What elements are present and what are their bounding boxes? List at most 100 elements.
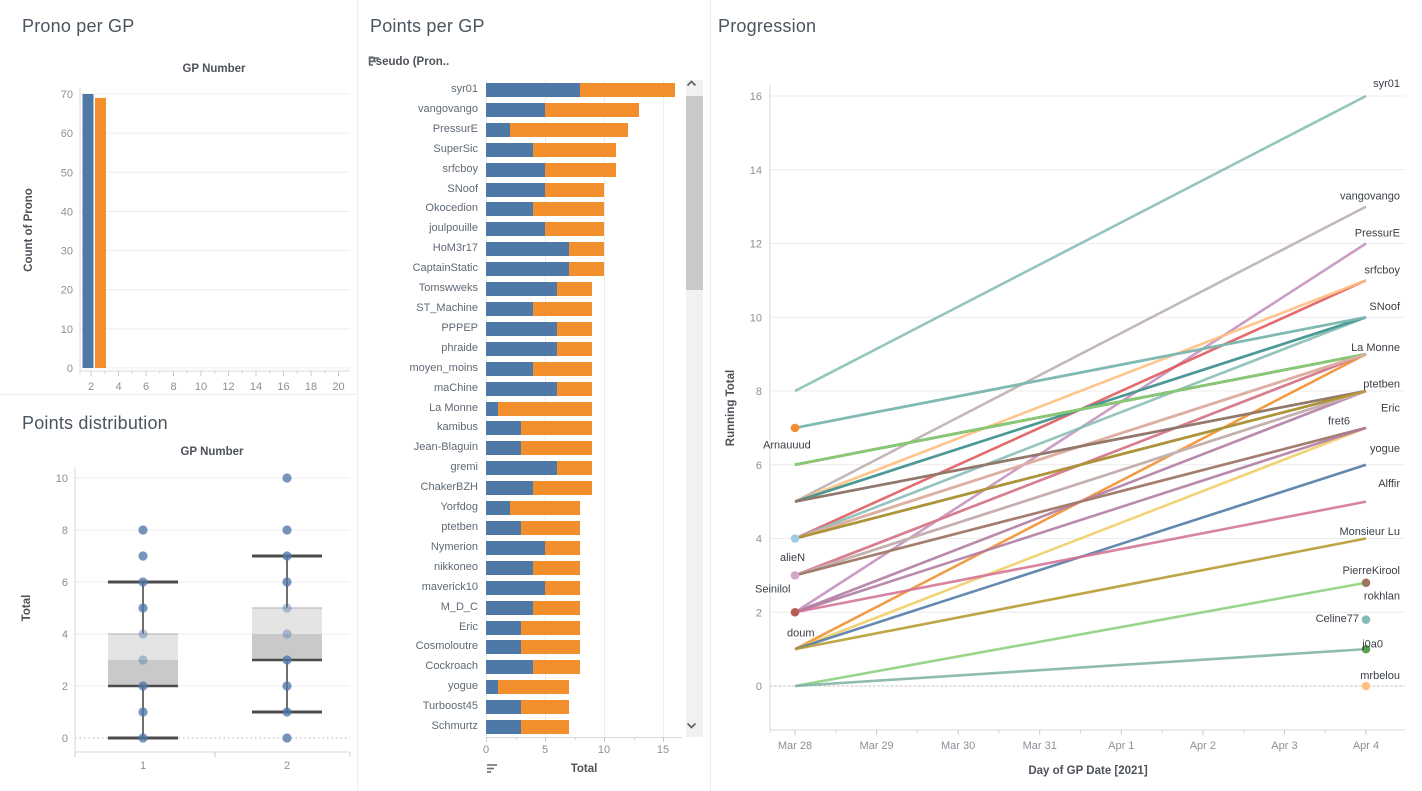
points-row[interactable]: Eric	[360, 618, 682, 638]
gp1-bar-segment[interactable]	[486, 142, 534, 157]
pseudo-label[interactable]: HoM3r17	[432, 242, 478, 255]
gp1-bar-segment[interactable]	[486, 700, 522, 715]
pseudo-label[interactable]: Yorfdog	[440, 501, 478, 514]
scroll-up-button[interactable]	[686, 80, 703, 95]
row-field-header[interactable]: Pseudo (Pron..	[368, 56, 449, 68]
points-row[interactable]: Cockroach	[360, 657, 682, 677]
points-row[interactable]: M_D_C	[360, 598, 682, 618]
single-point-arnauuud[interactable]	[790, 423, 800, 433]
points-row[interactable]: phraide	[360, 339, 682, 359]
progression-chart[interactable]: 0 2 4 6 8 10 12 14 16 Mar 28 Mar 29 Mar 30 Mar 31 Apr…	[710, 0, 1422, 791]
gp1-bar-segment[interactable]	[486, 262, 569, 277]
gp2-bar-segment[interactable]	[533, 301, 593, 316]
points-row[interactable]: syr01	[360, 80, 682, 100]
gp1-bar-segment[interactable]	[486, 540, 545, 555]
gp1-bar-segment[interactable]	[486, 680, 498, 695]
gp1-bar-segment[interactable]	[486, 461, 557, 476]
progression-line-okocedion[interactable]	[794, 316, 1367, 540]
points-row[interactable]: CaptainStatic	[360, 259, 682, 279]
pseudo-label[interactable]: PressurE	[432, 122, 478, 135]
points-row[interactable]: Turboost45	[360, 697, 682, 717]
points-row[interactable]: nikkoneo	[360, 558, 682, 578]
gp1-bar-segment[interactable]	[486, 381, 557, 396]
data-point[interactable]	[138, 681, 148, 691]
gp1-bar-segment[interactable]	[486, 421, 522, 436]
gp1-bar-segment[interactable]	[486, 102, 545, 117]
gp2-bar-segment[interactable]	[521, 700, 569, 715]
pseudo-label[interactable]: srfcboy	[442, 162, 478, 175]
gp2-bar-segment[interactable]	[568, 262, 604, 277]
pseudo-label[interactable]: ptetben	[441, 520, 478, 533]
progression-line-rokhlan[interactable]	[794, 581, 1367, 688]
points-row[interactable]: Yorfdog	[360, 498, 682, 518]
count-bar[interactable]	[82, 94, 94, 368]
line-end-dot[interactable]	[1361, 578, 1371, 588]
data-point[interactable]	[282, 655, 292, 665]
gp2-bar-segment[interactable]	[521, 520, 581, 535]
gp2-bar-segment[interactable]	[533, 481, 593, 496]
progression-line-yogue[interactable]	[794, 426, 1367, 651]
gp1-bar-segment[interactable]	[486, 640, 522, 655]
progression-line-monsieur-lu[interactable]	[794, 500, 1367, 614]
progression-line-pierrekirool[interactable]	[794, 537, 1367, 651]
gp1-bar-segment[interactable]	[486, 361, 534, 376]
points-row[interactable]: HoM3r17	[360, 239, 682, 259]
pseudo-label[interactable]: Cockroach	[425, 660, 478, 673]
data-point[interactable]	[138, 525, 148, 535]
scroll-thumb[interactable]	[686, 96, 703, 290]
pseudo-label[interactable]: Nymerion	[430, 540, 478, 553]
pseudo-label[interactable]: joulpouille	[429, 222, 478, 235]
points-row[interactable]: gremi	[360, 458, 682, 478]
gp1-bar-segment[interactable]	[486, 720, 522, 735]
points-row[interactable]: joulpouille	[360, 219, 682, 239]
points-row[interactable]: kamibus	[360, 418, 682, 438]
data-point[interactable]	[282, 473, 292, 483]
pseudo-label[interactable]: maChine	[433, 381, 478, 394]
gp1-bar-segment[interactable]	[486, 560, 534, 575]
gp2-bar-segment[interactable]	[533, 560, 581, 575]
gp2-bar-segment[interactable]	[521, 640, 581, 655]
gp2-bar-segment[interactable]	[533, 600, 581, 615]
progression-line-j0a0[interactable]	[794, 647, 1367, 688]
data-point[interactable]	[282, 733, 292, 743]
gp1-bar-segment[interactable]	[486, 441, 522, 456]
pseudo-label[interactable]: kamibus	[437, 421, 478, 434]
gp1-bar-segment[interactable]	[486, 481, 534, 496]
pseudo-label[interactable]: yogue	[448, 680, 478, 693]
pseudo-label[interactable]: M_D_C	[440, 600, 478, 613]
gp2-bar-segment[interactable]	[497, 680, 569, 695]
points-row[interactable]: vangovango	[360, 100, 682, 120]
gp1-bar-segment[interactable]	[486, 282, 557, 297]
box-upper[interactable]	[108, 634, 178, 660]
gp1-bar-segment[interactable]	[486, 341, 557, 356]
gp2-bar-segment[interactable]	[556, 381, 593, 396]
points-row[interactable]: SNoof	[360, 180, 682, 200]
data-point[interactable]	[138, 707, 148, 717]
pseudo-label[interactable]: syr01	[451, 83, 478, 95]
data-point[interactable]	[282, 551, 292, 561]
points-row[interactable]: ChakerBZH	[360, 478, 682, 498]
progression-line-cockroach[interactable]	[794, 389, 1367, 540]
single-point-celine77[interactable]	[1361, 615, 1371, 624]
pseudo-label[interactable]: ST_Machine	[416, 301, 478, 314]
gp2-bar-segment[interactable]	[509, 122, 628, 137]
gp1-bar-segment[interactable]	[486, 122, 510, 137]
pseudo-label[interactable]: Eric	[459, 620, 478, 633]
pseudo-label[interactable]: Cosmoloutre	[415, 640, 478, 653]
gp1-bar-segment[interactable]	[486, 660, 534, 675]
gp1-bar-segment[interactable]	[486, 182, 545, 197]
box-upper[interactable]	[252, 608, 322, 634]
data-point[interactable]	[138, 733, 148, 743]
gp2-bar-segment[interactable]	[556, 321, 593, 336]
gp1-bar-segment[interactable]	[486, 83, 581, 97]
progression-line-maverick10[interactable]	[794, 389, 1367, 503]
gp2-bar-segment[interactable]	[545, 162, 616, 177]
gp2-bar-segment[interactable]	[545, 182, 604, 197]
data-point[interactable]	[282, 629, 292, 639]
sort-descending-icon[interactable]	[368, 56, 380, 67]
pseudo-label[interactable]: nikkoneo	[433, 560, 478, 573]
data-point[interactable]	[138, 629, 148, 639]
points-row[interactable]: Nymerion	[360, 538, 682, 558]
gp1-bar-segment[interactable]	[486, 580, 545, 595]
